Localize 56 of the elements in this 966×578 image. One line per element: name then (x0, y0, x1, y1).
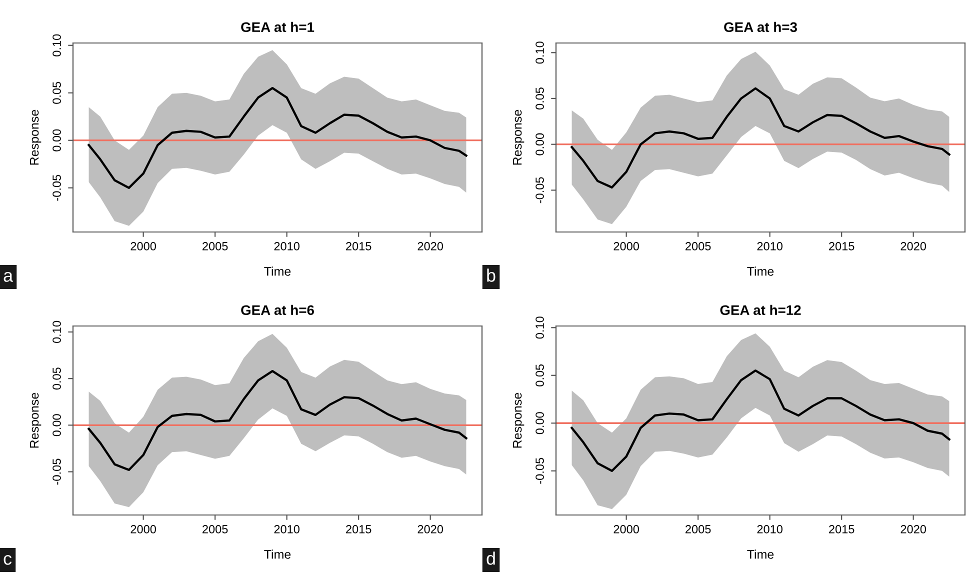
y-tick-label: 0.00 (536, 412, 544, 434)
x-axis-title: Time (747, 550, 774, 559)
text: a (4, 272, 14, 282)
x-tick-label: 2015 (829, 242, 854, 250)
y-tick-label: 0.10 (536, 316, 544, 339)
x-axis-title: Time (264, 266, 291, 276)
y-tick-label: -0.05 (536, 458, 544, 484)
y-tick-label: -0.05 (536, 177, 544, 204)
y-tick-label: 0.05 (52, 368, 61, 390)
y-tick-label: -0.05 (52, 458, 61, 485)
y-tick-label: -0.05 (52, 174, 61, 201)
x-tick-label: 2010 (274, 525, 300, 534)
x-tick-label: 2015 (346, 525, 372, 534)
y-axis-title: Response (30, 392, 42, 448)
y-tick-label: 0.05 (536, 87, 544, 110)
chart-title: GEA at h=1 (241, 22, 314, 32)
line-series (88, 87, 468, 189)
line-series (570, 369, 950, 472)
x-axis-title: Time (264, 550, 291, 559)
x-tick-label: 2020 (418, 242, 444, 250)
x-tick-label: 2000 (130, 525, 156, 534)
chart-title: GEA at h=3 (724, 22, 797, 32)
x-tick-label: 2005 (202, 242, 228, 250)
x-tick-label: 2000 (130, 242, 156, 250)
x-tick-label: 2010 (274, 242, 300, 250)
y-tick-label: 0.00 (536, 133, 544, 156)
x-tick-label: 2000 (614, 525, 639, 534)
y-axis-title: Response (512, 110, 524, 165)
x-tick-label: 2005 (686, 242, 711, 250)
x-tick-label: 2010 (757, 525, 782, 534)
chart-title: GEA at h=12 (720, 304, 801, 316)
x-tick-label: 2010 (757, 242, 782, 250)
x-tick-label: 2015 (346, 242, 372, 250)
line-series (570, 87, 950, 189)
x-tick-label: 2015 (829, 525, 854, 534)
y-tick-label: 0.05 (52, 82, 61, 104)
x-tick-label: 2020 (418, 525, 444, 534)
y-tick-label: 0.10 (536, 42, 544, 64)
y-axis-title: Response (30, 110, 42, 165)
x-tick-label: 2020 (900, 525, 926, 534)
x-tick-label: 2005 (686, 525, 711, 534)
y-tick-label: 0.00 (52, 129, 61, 152)
x-tick-label: 2005 (202, 525, 228, 534)
x-tick-label: 2020 (900, 242, 926, 250)
line-series (88, 370, 468, 472)
y-axis-title: Response (512, 392, 524, 448)
x-axis-title: Time (747, 266, 774, 276)
x-tick-label: 2000 (614, 242, 639, 250)
y-tick-label: 0.10 (52, 34, 61, 56)
y-tick-label: 0.10 (52, 320, 61, 343)
text: b (487, 268, 496, 282)
y-tick-label: 0.05 (536, 364, 544, 386)
chart-title: GEA at h=6 (241, 304, 314, 316)
y-tick-label: 0.00 (52, 414, 61, 436)
text: d (486, 552, 495, 565)
text: c (4, 554, 12, 565)
